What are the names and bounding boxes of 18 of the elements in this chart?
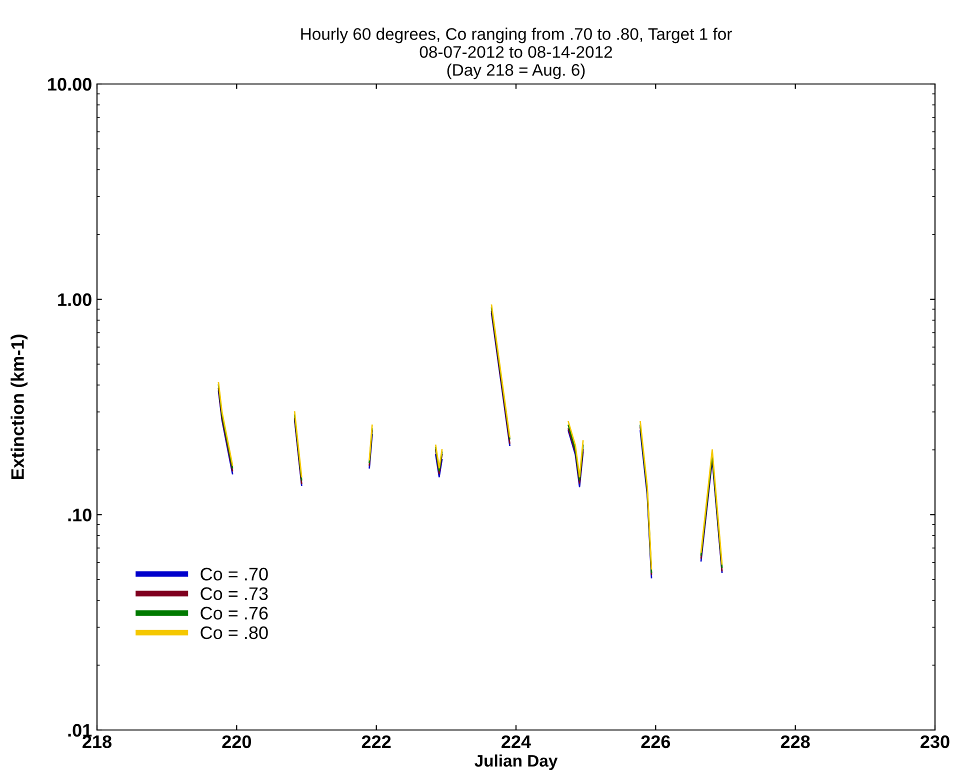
legend-label: Co = .73 [200, 587, 268, 600]
legend-label: Co = .80 [200, 626, 268, 640]
y-tick-label: .01 [68, 724, 92, 737]
x-tick-label: 222 [362, 735, 391, 748]
x-tick-label: 218 [82, 735, 112, 748]
chart-title: Hourly 60 degrees, Co ranging from .70 to .80, Target 1 for 08-07-2012 to 08-14-2012 (Day 218 = Aug. 6) [301, 28, 732, 80]
y-tick-label: 1.00 [58, 293, 92, 306]
legend-label: Co = .76 [200, 606, 268, 620]
legend-label: Co = .70 [200, 568, 268, 581]
x-tick-label: 228 [780, 735, 810, 748]
x-tick-label: 220 [222, 735, 251, 748]
y-tick-label: 10.00 [48, 78, 92, 91]
x-tick-label: 224 [502, 735, 531, 748]
y-axis-title: Extinction (km-1) [10, 334, 28, 480]
x-axis-title: Julian Day [474, 754, 558, 770]
x-tick-label: 226 [641, 735, 670, 748]
x-tick-label: 230 [920, 735, 950, 748]
y-tick-label: .10 [68, 508, 92, 522]
